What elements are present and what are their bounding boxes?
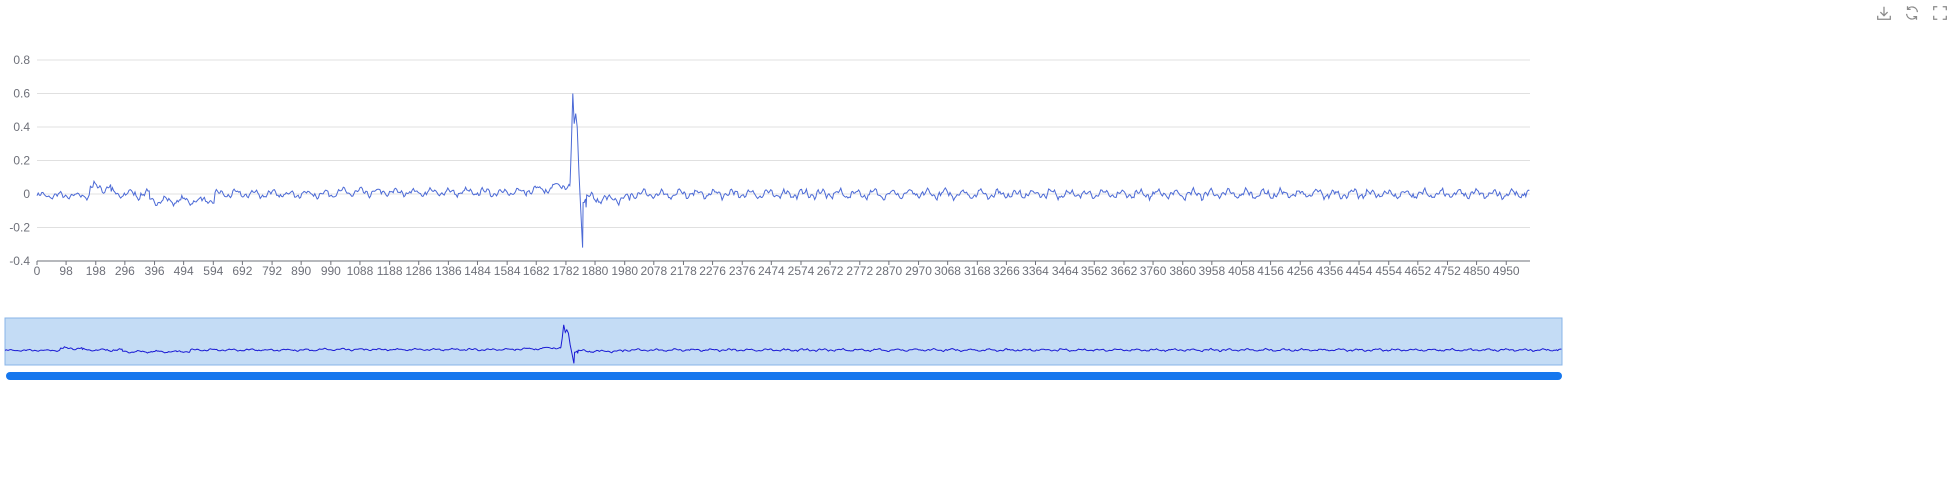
x-tick-label: 2474	[758, 264, 785, 278]
x-tick-label: 4156	[1257, 264, 1284, 278]
data-zoom-scrollbar[interactable]	[6, 372, 1562, 380]
x-tick-label: 4950	[1493, 264, 1520, 278]
x-tick-label: 3464	[1052, 264, 1079, 278]
x-tick-label: 296	[115, 264, 135, 278]
x-tick-label: 3168	[964, 264, 991, 278]
x-tick-label: 3068	[934, 264, 961, 278]
y-axis: 0.8 0.6 0.4 0.2 0 -0.2 -0.4	[9, 53, 30, 268]
x-tick-label: 2870	[876, 264, 903, 278]
x-tick-label: 1286	[405, 264, 432, 278]
x-tick-label: 4454	[1346, 264, 1373, 278]
x-tick-label: 692	[232, 264, 252, 278]
x-tick-label: 1188	[377, 264, 403, 278]
x-tick-label: 1088	[347, 264, 374, 278]
fullscreen-icon[interactable]	[1929, 2, 1951, 24]
x-tick-label: 1484	[464, 264, 491, 278]
x-tick-label: 1682	[523, 264, 550, 278]
download-icon[interactable]	[1873, 2, 1895, 24]
refresh-icon[interactable]	[1901, 2, 1923, 24]
x-tick-label: 1980	[611, 264, 638, 278]
x-tick-label: 2574	[788, 264, 815, 278]
x-tick-label: 4652	[1404, 264, 1431, 278]
x-tick-label: 4850	[1463, 264, 1490, 278]
x-tick-label: 2078	[640, 264, 667, 278]
x-tick-label: 1584	[494, 264, 521, 278]
toolbox	[1873, 2, 1951, 24]
x-tick-label: 2772	[846, 264, 873, 278]
x-tick-label: 198	[86, 264, 106, 278]
y-tick-label: 0.4	[13, 120, 30, 134]
x-tick-label: 2970	[905, 264, 932, 278]
x-tick-label: 2276	[699, 264, 726, 278]
y-tick-label: -0.4	[9, 254, 30, 268]
x-tick-label: 1880	[582, 264, 609, 278]
y-tick-label: 0.8	[13, 53, 30, 67]
x-tick-label: 396	[145, 264, 165, 278]
y-tick-label: 0.6	[13, 87, 30, 101]
x-tick-label: 594	[203, 264, 223, 278]
x-tick-label: 792	[262, 264, 282, 278]
x-tick-label: 890	[291, 264, 311, 278]
x-tick-label: 2672	[817, 264, 844, 278]
y-tick-label: -0.2	[9, 221, 30, 235]
x-tick-label: 4058	[1228, 264, 1255, 278]
x-tick-label: 3860	[1169, 264, 1196, 278]
x-tick-label: 3562	[1081, 264, 1108, 278]
y-tick-label: 0.2	[13, 154, 30, 168]
x-tick-label: 4554	[1375, 264, 1402, 278]
x-tick-label: 4256	[1287, 264, 1314, 278]
x-tick-label: 3662	[1111, 264, 1138, 278]
data-zoom-window[interactable]	[4, 317, 1563, 366]
grid-lines	[37, 59, 1530, 262]
x-tick-label: 2376	[729, 264, 756, 278]
x-tick-label: 3266	[993, 264, 1020, 278]
x-tick-label: 1782	[553, 264, 580, 278]
data-zoom-slider[interactable]	[4, 317, 1563, 380]
x-tick-label: 494	[174, 264, 194, 278]
x-axis-ticks: 0 98 198 296 396 494 594 692 792 890 990 1088 1188 12…	[34, 261, 1520, 278]
x-tick-label: 4356	[1317, 264, 1344, 278]
series-line-signal	[36, 93, 1530, 248]
x-tick-label: 0	[34, 264, 41, 278]
data-zoom-preview-line	[4, 324, 1562, 364]
x-tick-label: 98	[59, 264, 73, 278]
y-tick-label: 0	[23, 187, 30, 201]
x-tick-label: 2178	[670, 264, 697, 278]
x-tick-label: 4752	[1434, 264, 1461, 278]
x-tick-label: 3958	[1198, 264, 1225, 278]
x-tick-label: 3760	[1140, 264, 1167, 278]
x-tick-label: 990	[321, 264, 341, 278]
x-tick-label: 1386	[435, 264, 462, 278]
x-tick-label: 3364	[1022, 264, 1049, 278]
